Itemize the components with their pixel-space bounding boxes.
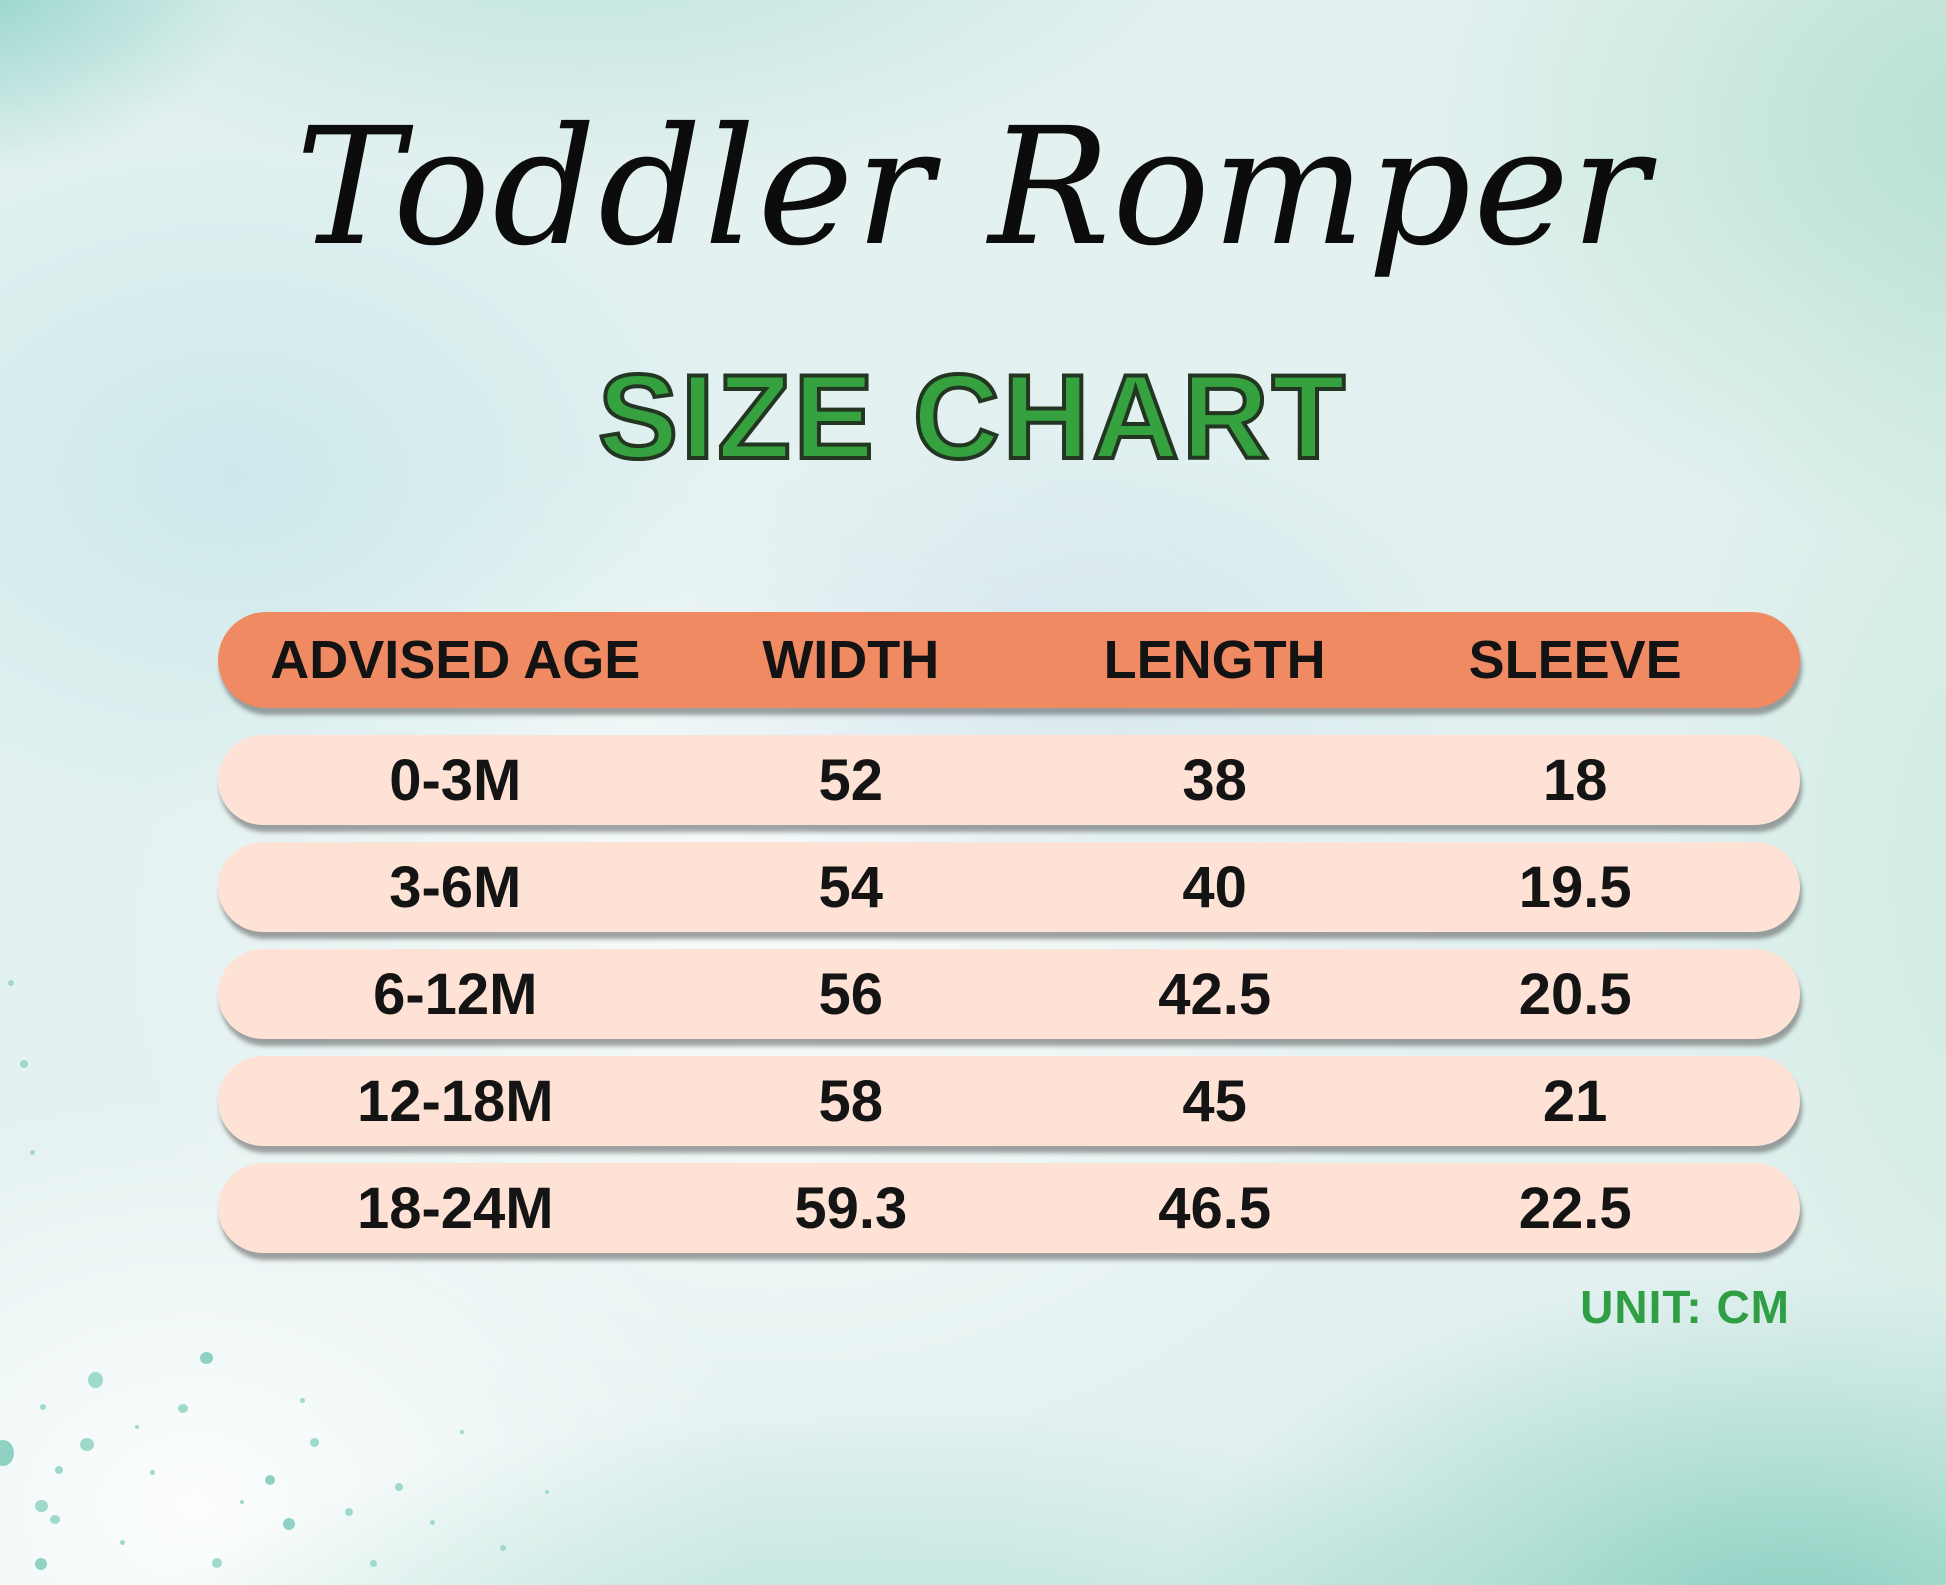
table-row: 6-12M 56 42.5 20.5 <box>218 949 1800 1039</box>
length-cell: 45 <box>1182 1068 1247 1134</box>
table-row: 3-6M 54 40 19.5 <box>218 842 1800 932</box>
table-row: 12-18M 58 45 21 <box>218 1056 1800 1146</box>
header-cell-length: LENGTH <box>1103 630 1326 690</box>
width-cell: 52 <box>818 747 884 813</box>
table-row: 18-24M 59.3 46.5 22.5 <box>218 1163 1800 1253</box>
paint-speckle <box>80 1438 94 1451</box>
length-cell: 40 <box>1182 854 1247 920</box>
paint-speckle <box>50 1515 60 1524</box>
header-cell-sleeve: SLEEVE <box>1468 630 1682 690</box>
sleeve-cell: 19.5 <box>1518 854 1632 920</box>
size-chart-table: ADVISED AGE WIDTH LENGTH SLEEVE 0-3M 52 … <box>218 612 1800 1253</box>
width-cell: 59.3 <box>794 1175 908 1241</box>
paint-speckle <box>40 1404 46 1410</box>
paint-speckle <box>430 1520 435 1525</box>
paint-speckle <box>283 1518 295 1530</box>
length-cell: 46.5 <box>1158 1175 1272 1241</box>
table-row: 0-3M 52 38 18 <box>218 735 1800 825</box>
unit-label: UNIT: CM <box>1580 1281 1790 1333</box>
width-cell: 56 <box>818 961 884 1027</box>
paint-speckle <box>345 1508 353 1516</box>
paint-speckle <box>460 1430 464 1434</box>
paint-speckle <box>55 1466 63 1474</box>
paint-speckle <box>35 1500 48 1512</box>
age-cell: 0-3M <box>389 747 522 813</box>
sleeve-cell: 18 <box>1542 747 1608 813</box>
size-chart-heading: SIZE CHART <box>596 348 1348 486</box>
paint-speckle <box>395 1483 403 1491</box>
age-cell: 3-6M <box>389 854 522 920</box>
paint-speckle <box>265 1475 275 1485</box>
paint-speckle <box>8 980 14 986</box>
paint-speckle <box>500 1545 506 1551</box>
paint-speckle <box>178 1404 188 1413</box>
paint-speckle <box>370 1560 377 1567</box>
sleeve-cell: 22.5 <box>1518 1175 1632 1241</box>
paint-speckle <box>88 1372 103 1388</box>
paint-speckle <box>212 1558 222 1568</box>
sleeve-cell: 20.5 <box>1518 961 1632 1027</box>
paint-speckle <box>120 1540 125 1545</box>
age-cell: 12-18M <box>356 1068 554 1134</box>
width-cell: 54 <box>818 854 884 920</box>
age-cell: 18-24M <box>356 1175 554 1241</box>
paint-speckle <box>20 1060 28 1068</box>
header-cell-advised-age: ADVISED AGE <box>270 630 641 690</box>
paint-speckle <box>545 1490 549 1494</box>
header-cell-width: WIDTH <box>762 630 940 690</box>
paint-speckle <box>310 1438 319 1447</box>
paint-speckle <box>30 1150 35 1155</box>
table-header-row: ADVISED AGE WIDTH LENGTH SLEEVE <box>218 612 1800 708</box>
paint-speckle <box>150 1470 155 1475</box>
paint-speckle <box>200 1352 213 1364</box>
sleeve-cell: 21 <box>1542 1068 1608 1134</box>
paint-speckle <box>240 1500 244 1504</box>
width-cell: 58 <box>818 1068 884 1134</box>
paint-speckle <box>35 1558 47 1570</box>
paint-speckle <box>300 1398 305 1403</box>
length-cell: 38 <box>1182 747 1247 813</box>
paint-speckle <box>0 1440 14 1466</box>
length-cell: 42.5 <box>1158 961 1272 1027</box>
product-title: Toddler Romper <box>295 94 1651 282</box>
age-cell: 6-12M <box>373 961 538 1027</box>
paint-speckle <box>135 1425 139 1429</box>
